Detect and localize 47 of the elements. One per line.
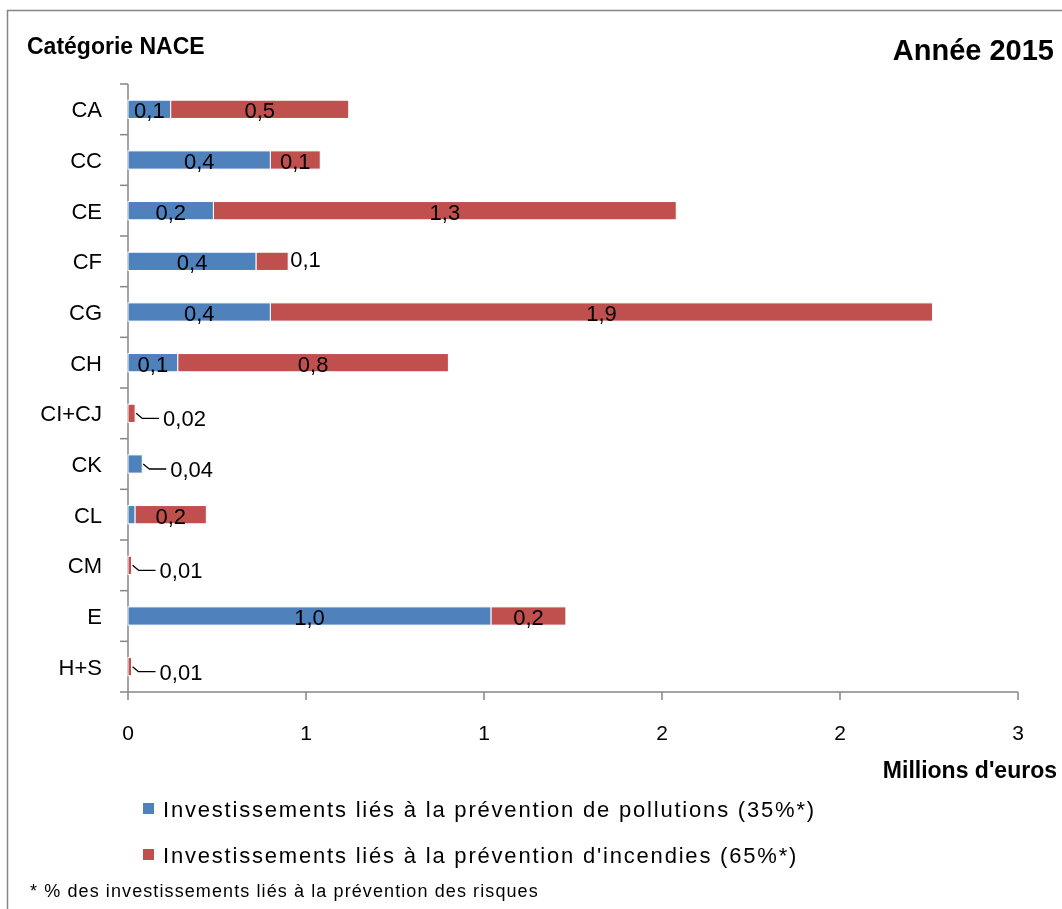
data-label: 0,8 bbox=[297, 351, 329, 377]
y-tick-label: CM bbox=[67, 553, 102, 579]
y-axis-title: Catégorie NACE bbox=[27, 33, 205, 59]
y-tick-label: CL bbox=[73, 502, 102, 528]
data-label: 0,01 bbox=[159, 558, 203, 584]
data-label: 0,5 bbox=[244, 98, 276, 124]
legend-label: Investissements liés à la prévention de pollutions (35%*) bbox=[163, 797, 816, 822]
x-tick-label: 2 bbox=[656, 721, 668, 744]
data-label: 0,01 bbox=[159, 659, 203, 685]
y-tick-label: CF bbox=[72, 249, 102, 275]
data-label: 0,1 bbox=[137, 351, 169, 377]
y-tick-label: CA bbox=[71, 97, 103, 123]
data-label: 0,1 bbox=[280, 149, 311, 174]
x-tick-label: 0 bbox=[122, 721, 134, 744]
data-label: 0,2 bbox=[513, 605, 544, 630]
y-tick-label: H+S bbox=[58, 654, 102, 680]
y-tick-label: E bbox=[87, 604, 102, 629]
y-tick-label: CI+CJ bbox=[40, 401, 102, 427]
y-tick-label: CE bbox=[71, 198, 102, 224]
data-label: 1,3 bbox=[429, 199, 461, 225]
bar bbox=[127, 454, 143, 474]
data-label: 1,9 bbox=[586, 301, 617, 326]
bar bbox=[127, 657, 133, 677]
data-label: 0,1 bbox=[134, 98, 165, 124]
x-tick-label: 2 bbox=[834, 721, 846, 744]
text: * % des investissements liés à la prévention des risques bbox=[30, 881, 539, 901]
x-tick-label: 1 bbox=[478, 721, 490, 744]
y-tick-label: CK bbox=[71, 452, 103, 477]
data-label: 0,4 bbox=[176, 250, 208, 276]
y-tick-label: CC bbox=[70, 148, 103, 173]
data-label: 1,0 bbox=[294, 605, 325, 630]
x-tick-label: 1 bbox=[300, 721, 312, 744]
data-label: 0,2 bbox=[155, 199, 187, 225]
data-label: 0,4 bbox=[183, 149, 215, 174]
data-label: 0,2 bbox=[155, 503, 187, 529]
chart-title: Année 2015 bbox=[892, 34, 1054, 66]
x-axis-title: Millions d'euros bbox=[882, 757, 1057, 783]
data-label: 0,02 bbox=[163, 406, 206, 432]
y-tick-label: CG bbox=[69, 300, 102, 325]
data-label: 0,04 bbox=[170, 457, 214, 482]
y-tick-label: CH bbox=[70, 350, 102, 376]
bar bbox=[127, 403, 136, 423]
x-tick-label: 3 bbox=[1012, 721, 1024, 744]
bar bbox=[127, 555, 133, 575]
legend-label: Investissements liés à la prévention d'incendies (65%*) bbox=[163, 843, 799, 868]
data-label: 0,4 bbox=[183, 301, 215, 326]
data-label: 0,1 bbox=[290, 247, 321, 273]
